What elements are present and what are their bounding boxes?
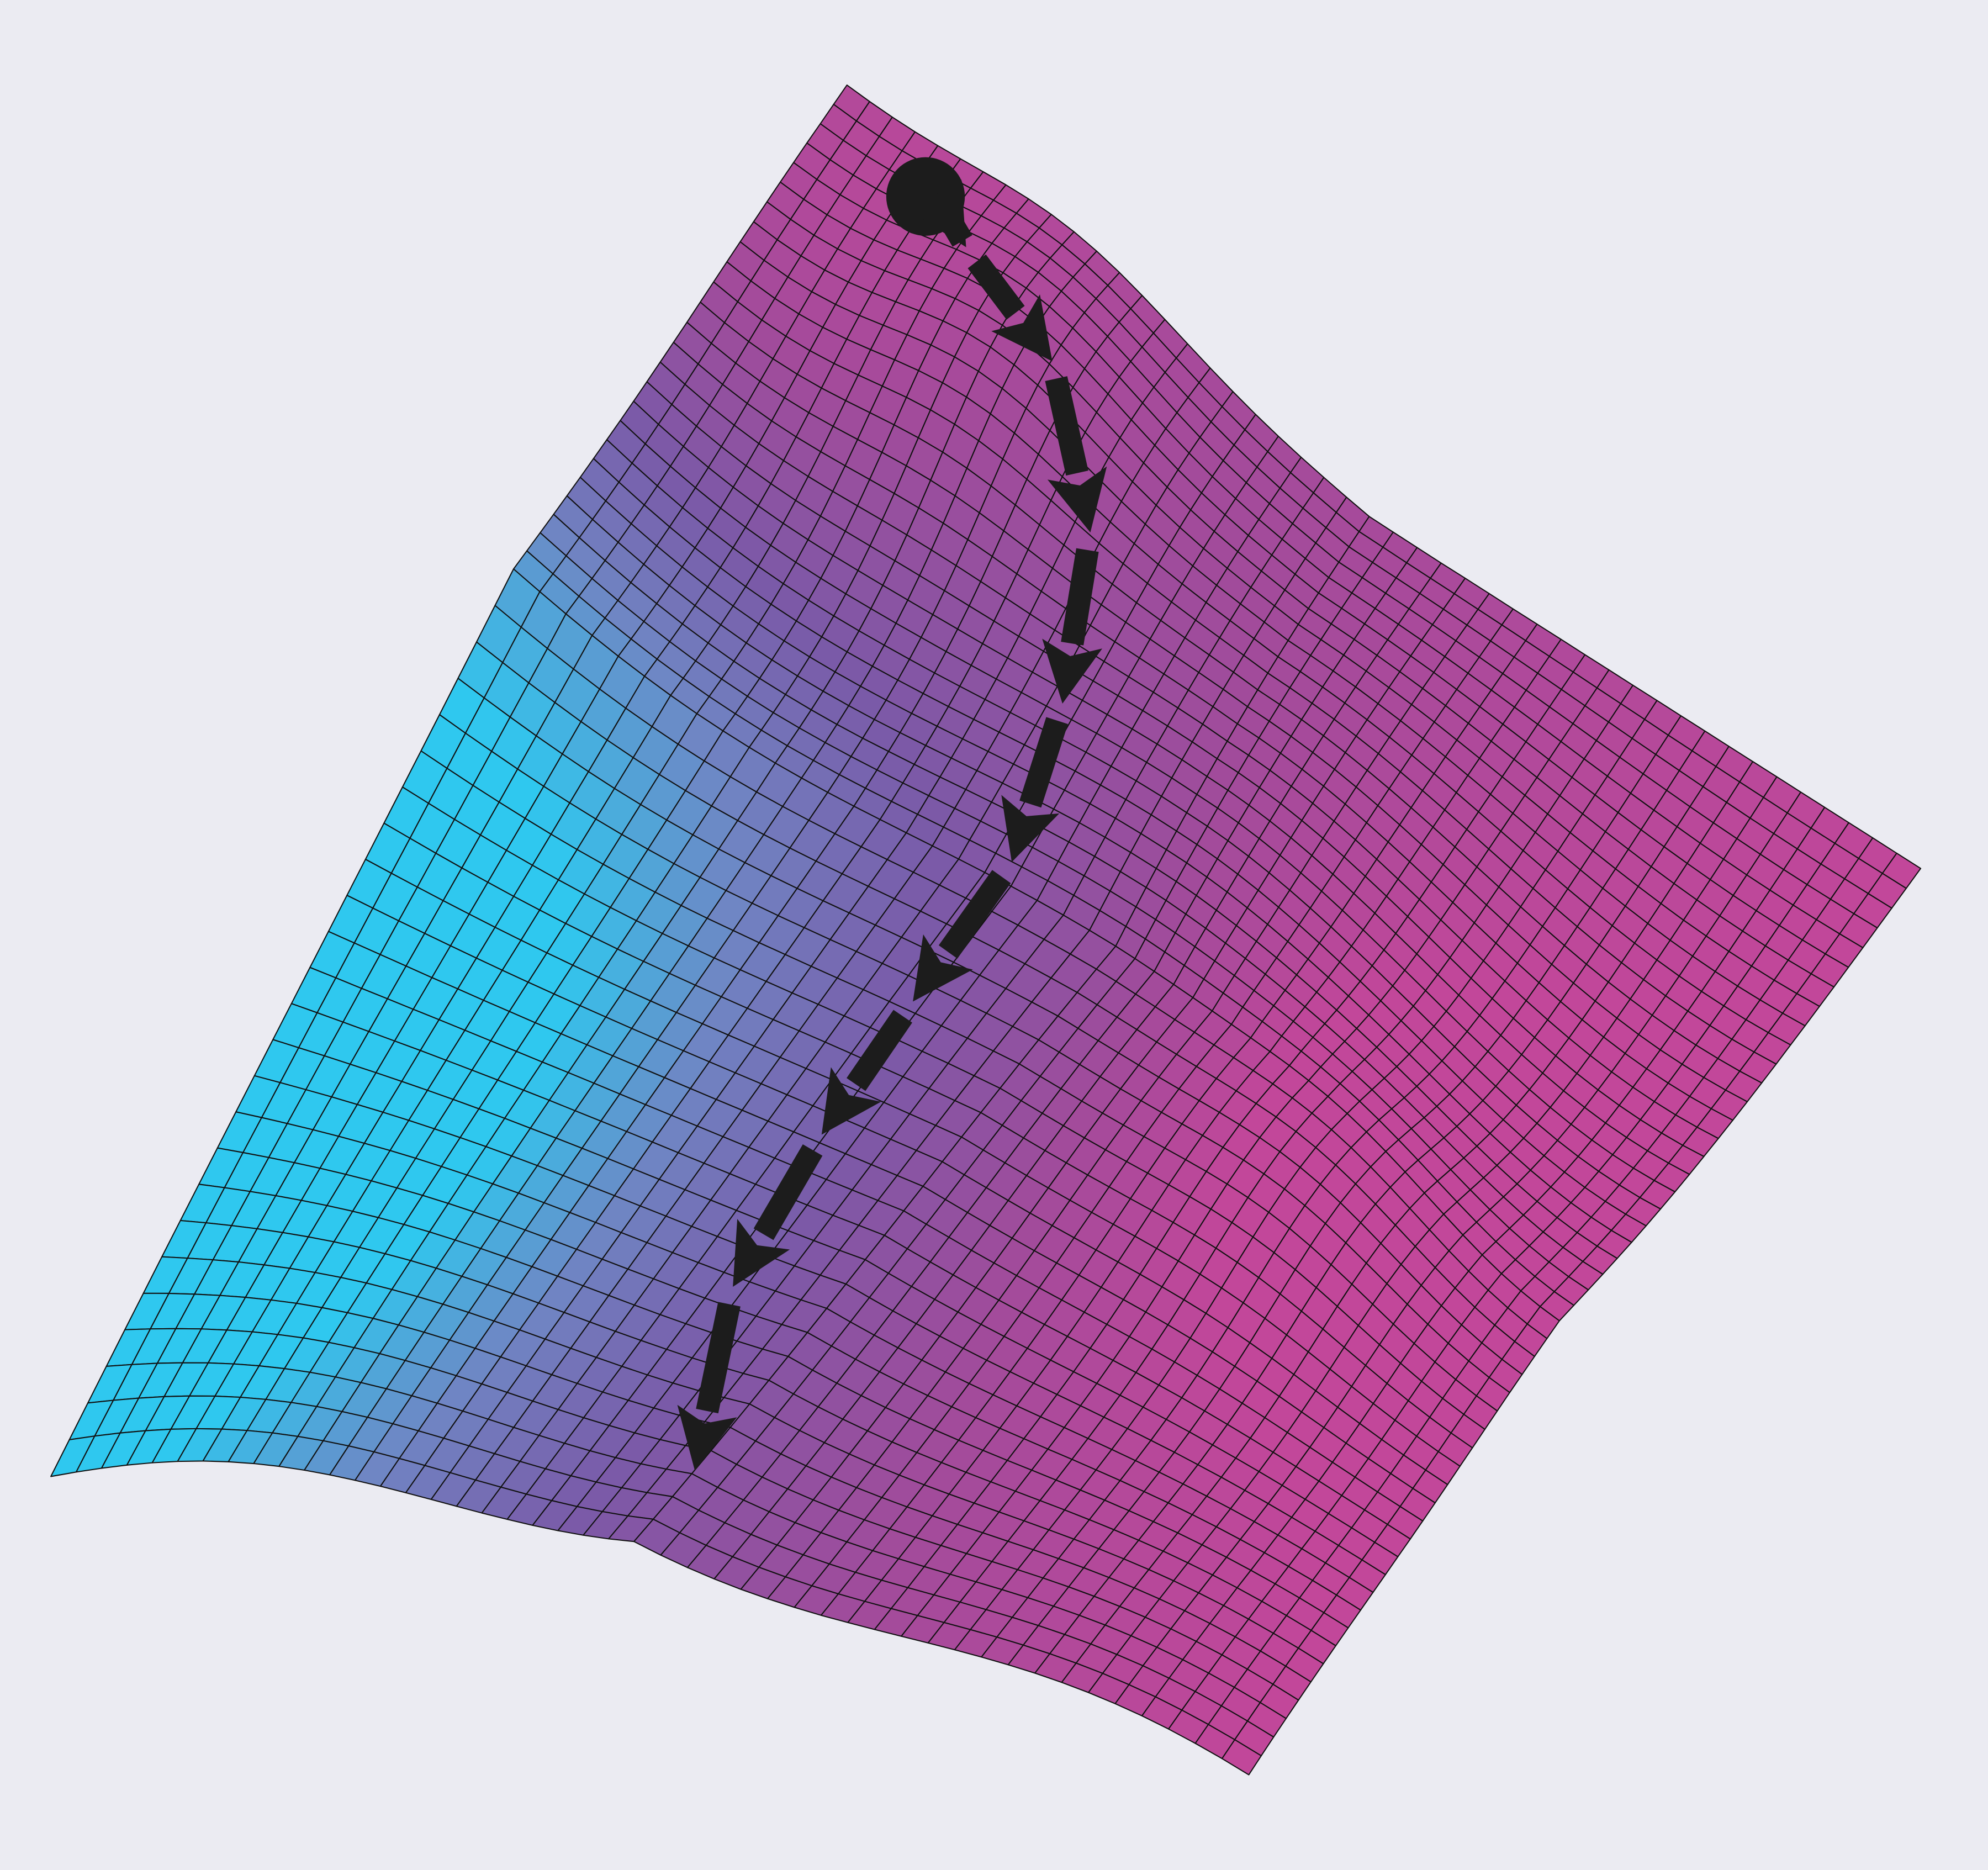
arrow-shaft: [1045, 376, 1088, 476]
arrow-head: [991, 294, 1053, 362]
arrow-shaft: [753, 1144, 823, 1240]
arrow-head: [1047, 466, 1107, 533]
arrow-head: [821, 1067, 881, 1135]
mesh-cell: [1221, 1739, 1262, 1776]
descent-step-arrow: [677, 1302, 741, 1471]
descent-step-arrow: [913, 870, 1011, 1002]
arrow-shaft: [967, 254, 1025, 320]
arrow-shaft: [1061, 548, 1099, 646]
descent-step-arrow: [1001, 717, 1068, 863]
descent-step-arrow: [733, 1144, 823, 1287]
arrow-head: [909, 179, 966, 247]
arrow-shaft: [1019, 717, 1068, 808]
arrow-head: [733, 1218, 790, 1287]
descent-step-arrow: [1045, 376, 1107, 533]
arrow-shaft: [696, 1302, 741, 1414]
descent-step-arrow: [821, 1010, 912, 1135]
arrow-shaft: [847, 1010, 912, 1091]
arrow-shaft: [938, 870, 1011, 959]
gradient-descent-path: [677, 157, 1107, 1471]
arrow-head: [1042, 638, 1103, 704]
arrow-head: [913, 934, 973, 1002]
descent-step-arrow: [909, 179, 972, 247]
arrow-head: [1001, 795, 1060, 863]
descent-step-arrow: [1042, 548, 1103, 704]
descent-step-arrow: [967, 254, 1053, 362]
arrow-head: [677, 1404, 737, 1471]
surface-mesh: [50, 84, 1922, 1776]
